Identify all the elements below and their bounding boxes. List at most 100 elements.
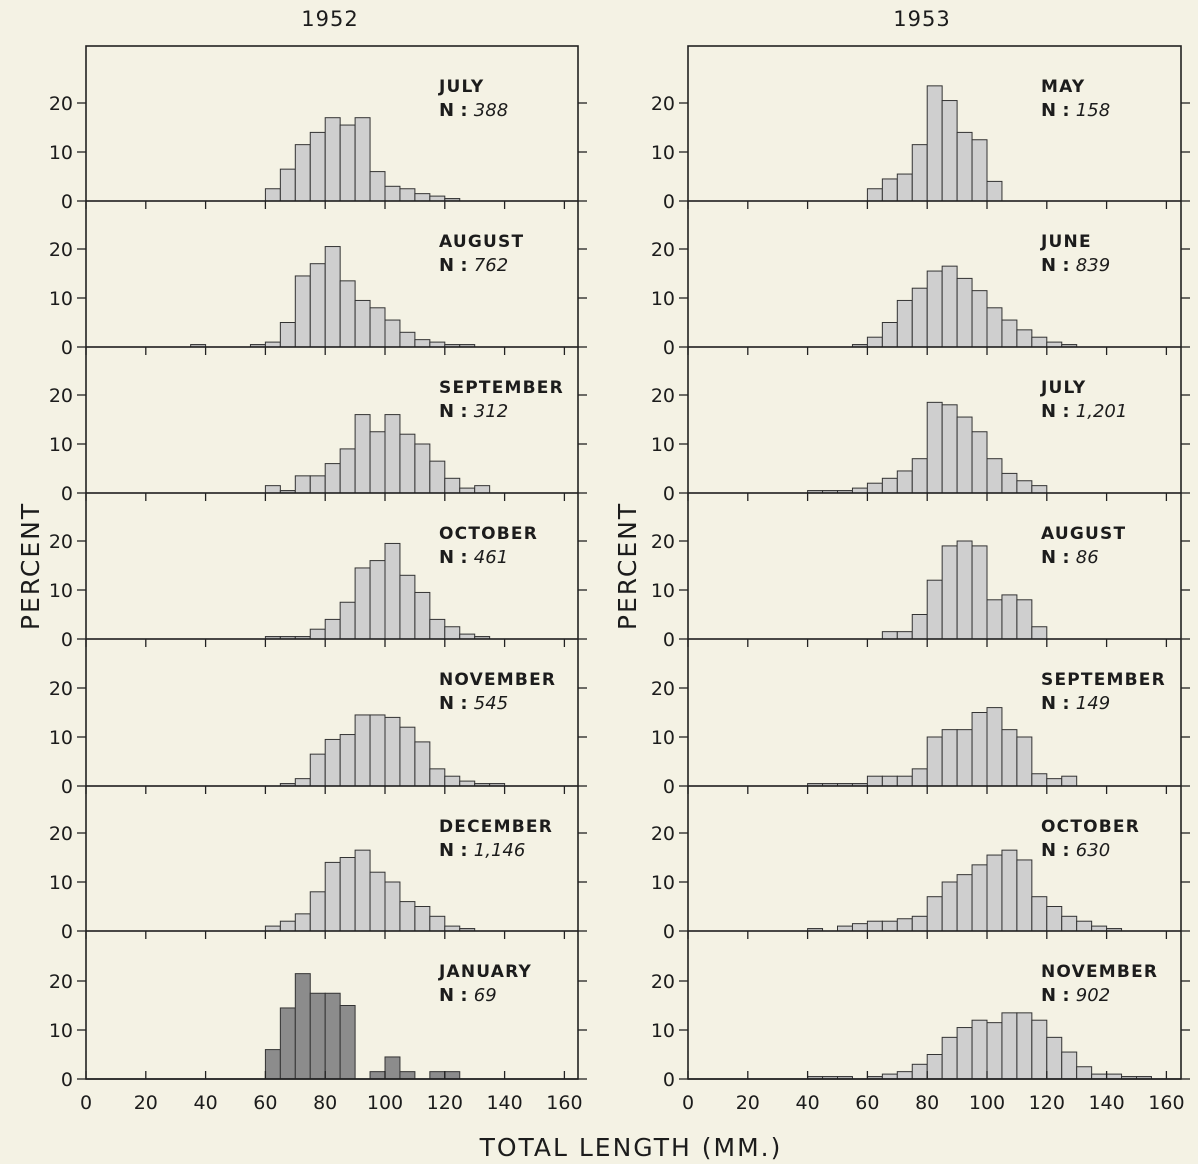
bar-1952-october-105mm <box>399 574 416 640</box>
y-tick-label-1953: 0 <box>663 1069 675 1091</box>
bar-1952-september-115mm <box>429 460 446 494</box>
y-tick-label-1953: 0 <box>663 191 675 213</box>
bar-1952-july-95mm <box>369 171 386 202</box>
bar-1953-october-120mm <box>1046 906 1063 932</box>
month-label-1953-october: OCTOBER <box>1041 817 1140 837</box>
y-tick-label-1952: 20 <box>49 678 73 700</box>
y-tick-label-1953: 20 <box>651 239 675 261</box>
bar-1952-january-80mm <box>324 992 341 1080</box>
bar-1953-november-75mm <box>911 1063 928 1080</box>
bar-1952-october-95mm <box>369 560 386 640</box>
year-title-1953: 1953 <box>893 7 950 31</box>
axes-layer <box>77 45 1190 1080</box>
bar-1953-october-135mm <box>1091 925 1108 932</box>
bar-1953-october-55mm <box>851 923 868 932</box>
panel-frame-1952 <box>85 45 579 1080</box>
bar-1952-october-85mm <box>339 601 356 640</box>
bar-1952-september-85mm <box>339 448 356 494</box>
bar-1952-november-80mm <box>324 738 341 787</box>
bar-1952-november-115mm <box>429 768 446 787</box>
x-tick-label-1952: 160 <box>546 1092 582 1114</box>
y-tick-label-1953: 20 <box>651 93 675 115</box>
bar-1953-july-95mm <box>971 431 988 494</box>
bar-1953-september-110mm <box>1016 736 1033 787</box>
bar-1953-october-95mm <box>971 864 988 932</box>
bar-1953-october-65mm <box>881 920 898 932</box>
bar-1953-june-105mm <box>1001 319 1018 348</box>
bar-1952-august-110mm <box>414 339 431 348</box>
bar-1952-november-125mm <box>459 780 476 787</box>
bar-1952-november-120mm <box>444 775 461 787</box>
sample-size-1952-november: N : 545 <box>439 693 508 714</box>
y-tick-label-1952: 0 <box>61 483 73 505</box>
bar-1952-december-65mm <box>279 920 296 932</box>
y-tick-label-1953: 0 <box>663 629 675 651</box>
bar-1952-november-100mm <box>384 716 401 787</box>
bar-1952-december-75mm <box>309 891 326 932</box>
bar-1952-december-60mm <box>264 925 281 932</box>
bar-1952-july-80mm <box>324 117 341 202</box>
bar-1952-december-80mm <box>324 861 341 932</box>
bar-1952-september-100mm <box>384 414 401 494</box>
bar-1953-july-110mm <box>1016 480 1033 494</box>
bar-1953-september-115mm <box>1031 773 1048 787</box>
sample-size-1952-october: N : 461 <box>439 547 508 568</box>
y-tick-label-1953: 10 <box>651 288 675 310</box>
bar-1952-august-100mm <box>384 319 401 348</box>
bar-1952-january-100mm <box>384 1056 401 1080</box>
bar-1953-september-80mm <box>926 736 943 787</box>
y-axis-title-right: PERCENT <box>613 502 642 630</box>
bar-1952-august-95mm <box>369 307 386 348</box>
month-label-1952-july: JULY <box>438 77 484 97</box>
bar-1952-september-60mm <box>264 485 281 494</box>
y-tick-label-1953: 0 <box>663 483 675 505</box>
bar-1953-june-60mm <box>866 336 883 348</box>
bar-1953-may-75mm <box>911 144 928 202</box>
sample-size-1953-november: N : 902 <box>1041 985 1110 1006</box>
x-tick-label-1952: 80 <box>313 1092 337 1114</box>
sample-size-1952-january: N : 69 <box>439 985 497 1006</box>
bar-1952-december-100mm <box>384 881 401 932</box>
bar-1953-october-75mm <box>911 915 928 932</box>
bar-1953-november-130mm <box>1076 1066 1093 1080</box>
x-tick-label-1953: 160 <box>1148 1092 1184 1114</box>
bar-1952-january-60mm <box>264 1049 281 1080</box>
bar-1952-july-85mm <box>339 124 356 202</box>
bar-1953-july-90mm <box>956 416 973 494</box>
bar-1953-october-85mm <box>941 881 958 932</box>
bar-1953-july-75mm <box>911 458 928 494</box>
bar-1953-october-80mm <box>926 896 943 932</box>
bar-1953-october-105mm <box>1001 849 1018 932</box>
y-tick-label-1952: 10 <box>49 142 73 164</box>
x-tick-label-1953: 120 <box>1029 1092 1065 1114</box>
bar-1953-august-80mm <box>926 579 943 640</box>
bar-1953-may-95mm <box>971 139 988 202</box>
bar-1953-august-95mm <box>971 545 988 640</box>
y-tick-label-1953: 0 <box>663 776 675 798</box>
y-tick-label-1952: 0 <box>61 629 73 651</box>
month-label-1952-september: SEPTEMBER <box>439 378 564 398</box>
bar-1953-august-115mm <box>1031 626 1048 640</box>
y-tick-label-1953: 0 <box>663 921 675 943</box>
month-label-1953-november: NOVEMBER <box>1041 962 1158 982</box>
bar-1952-october-80mm <box>324 618 341 640</box>
bar-1952-september-75mm <box>309 475 326 494</box>
bar-1953-september-60mm <box>866 775 883 787</box>
month-label-1952-november: NOVEMBER <box>439 670 556 690</box>
y-tick-label-1952: 0 <box>61 337 73 359</box>
x-tick-label-1953: 140 <box>1088 1092 1124 1114</box>
bar-1953-september-85mm <box>941 729 958 787</box>
bar-1952-december-120mm <box>444 925 461 932</box>
bar-1953-july-80mm <box>926 401 943 494</box>
y-tick-label-1953: 20 <box>651 971 675 993</box>
bar-1952-november-105mm <box>399 726 416 787</box>
sample-size-1952-july: N : 388 <box>439 100 508 121</box>
bar-1953-september-75mm <box>911 768 928 787</box>
bar-1953-september-95mm <box>971 712 988 787</box>
bar-1953-june-80mm <box>926 270 943 348</box>
x-tick-label-1953: 80 <box>915 1092 939 1114</box>
bar-1952-august-75mm <box>309 263 326 348</box>
y-tick-label-1952: 0 <box>61 776 73 798</box>
bar-1953-october-130mm <box>1076 920 1093 932</box>
y-tick-label-1953: 10 <box>651 434 675 456</box>
